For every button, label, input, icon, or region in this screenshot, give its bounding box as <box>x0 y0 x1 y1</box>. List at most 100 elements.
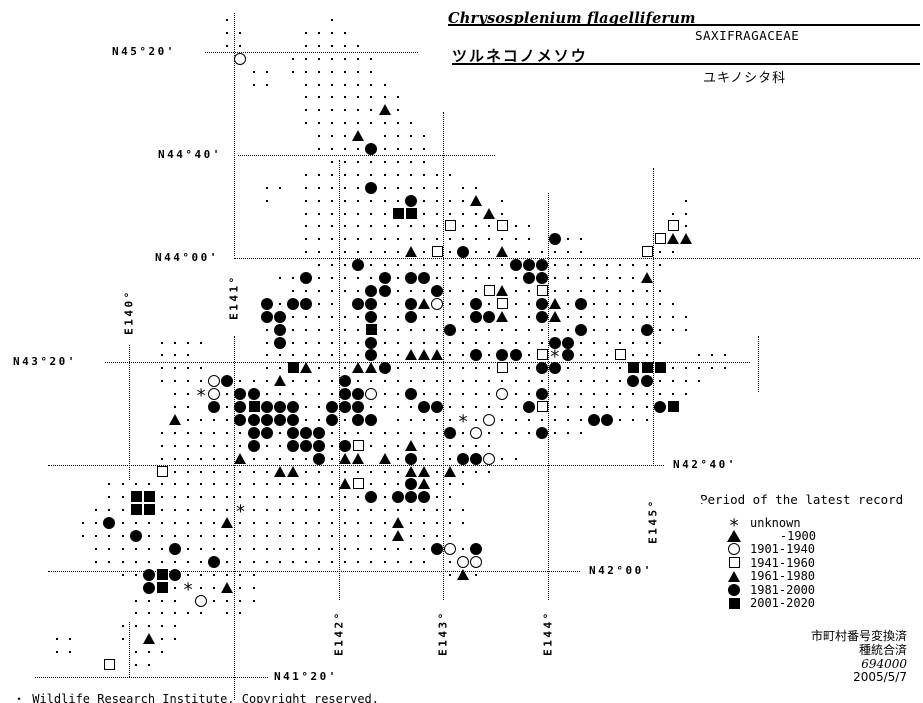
mesh-dot <box>226 496 229 499</box>
mesh-dot <box>566 367 569 370</box>
record-symbol-os <box>654 233 666 245</box>
mesh-dot <box>370 535 373 537</box>
record-symbol-fc <box>260 426 273 439</box>
mesh-dot <box>409 535 412 537</box>
mesh-dot <box>422 367 425 370</box>
mesh-dot <box>226 19 229 21</box>
mesh-dot <box>540 251 543 254</box>
mesh-dot <box>383 328 386 331</box>
record-symbol-ft <box>496 246 509 258</box>
mesh-dot <box>213 431 216 434</box>
mesh-dot <box>173 638 176 641</box>
mesh-dot <box>606 264 609 267</box>
record-symbol-ft <box>273 465 286 477</box>
latitude-line <box>48 571 580 572</box>
mesh-dot <box>318 302 320 305</box>
record-symbol-fs <box>667 401 679 412</box>
record-symbol-fs <box>156 581 168 593</box>
mesh-dot <box>252 535 255 537</box>
mesh-dot <box>160 354 163 357</box>
mesh-dot <box>344 496 347 499</box>
mesh-dot <box>108 483 111 486</box>
latitude-line <box>234 258 920 259</box>
mesh-dot <box>370 444 373 447</box>
mesh-dot <box>527 289 530 292</box>
mesh-dot <box>173 535 176 537</box>
mesh-dot <box>475 212 478 215</box>
record-symbol-st: ∗ <box>195 382 207 404</box>
record-symbol-fc <box>365 413 378 426</box>
latitude-label: N43°20' <box>13 354 77 368</box>
mesh-dot <box>304 83 307 86</box>
mesh-dot <box>304 470 307 473</box>
mesh-dot <box>435 431 438 434</box>
mesh-dot <box>462 522 465 525</box>
legend-title: Period of the latest record <box>700 492 904 507</box>
record-symbol-fc <box>561 336 574 349</box>
mesh-dot <box>566 406 569 408</box>
mesh-dot <box>318 367 320 370</box>
mesh-dot <box>619 393 622 396</box>
mesh-dot <box>488 431 491 434</box>
record-symbol-ft <box>404 246 417 258</box>
record-symbol-fc <box>260 310 273 323</box>
mesh-dot <box>422 173 425 176</box>
record-symbol-fc <box>404 452 417 465</box>
processing-stamp: 市町村番号変換済 種統合済 694000 2005/5/7 <box>811 629 907 685</box>
record-symbol-fc <box>365 310 378 323</box>
record-symbol-fc <box>653 401 666 413</box>
mesh-dot <box>291 354 294 357</box>
mesh-dot <box>462 509 465 512</box>
mesh-dot <box>291 289 294 292</box>
mesh-dot <box>160 612 163 615</box>
longitude-line <box>234 13 235 256</box>
mesh-dot <box>265 483 268 486</box>
mesh-dot <box>265 522 268 525</box>
mesh-dot <box>344 277 347 279</box>
mesh-dot <box>265 509 268 512</box>
mesh-dot <box>606 328 609 331</box>
mesh-dot <box>462 431 465 434</box>
mesh-dot <box>291 522 294 525</box>
record-symbol-fs <box>366 323 378 335</box>
mesh-dot <box>331 19 334 21</box>
mesh-dot <box>278 367 281 370</box>
mesh-dot <box>645 418 648 421</box>
mesh-dot <box>462 186 465 189</box>
record-symbol-os <box>484 284 496 296</box>
record-symbol-ft <box>496 284 509 296</box>
record-symbol-ft <box>221 517 234 529</box>
mesh-dot <box>344 547 347 550</box>
mesh-dot <box>357 328 360 331</box>
mesh-dot <box>213 444 216 447</box>
record-symbol-fc <box>430 542 443 555</box>
mesh-dot <box>344 109 347 112</box>
mesh-dot <box>357 186 360 189</box>
mesh-dot <box>619 406 622 408</box>
mesh-dot <box>331 70 334 73</box>
mesh-dot <box>527 341 530 344</box>
mesh-dot <box>318 44 320 47</box>
mesh-dot <box>173 560 176 563</box>
record-symbol-fc <box>339 401 352 413</box>
mesh-dot <box>134 664 137 666</box>
mesh-dot <box>304 354 307 357</box>
mesh-dot <box>318 251 320 254</box>
mesh-dot <box>553 328 556 331</box>
mesh-dot <box>462 354 465 357</box>
mesh-dot <box>278 535 281 537</box>
longitude-label: E143° <box>436 610 450 656</box>
mesh-dot <box>449 289 451 292</box>
mesh-dot <box>278 431 281 434</box>
mesh-dot <box>409 509 412 512</box>
mesh-dot <box>396 238 399 241</box>
mesh-dot <box>344 522 347 525</box>
mesh-dot <box>331 199 334 202</box>
record-symbol-fc <box>286 401 299 413</box>
mesh-dot <box>318 535 320 537</box>
record-symbol-ft <box>352 452 365 464</box>
mesh-dot <box>200 573 203 576</box>
record-symbol-fs <box>654 362 666 374</box>
mesh-dot <box>370 173 373 176</box>
longitude-line <box>234 336 235 700</box>
